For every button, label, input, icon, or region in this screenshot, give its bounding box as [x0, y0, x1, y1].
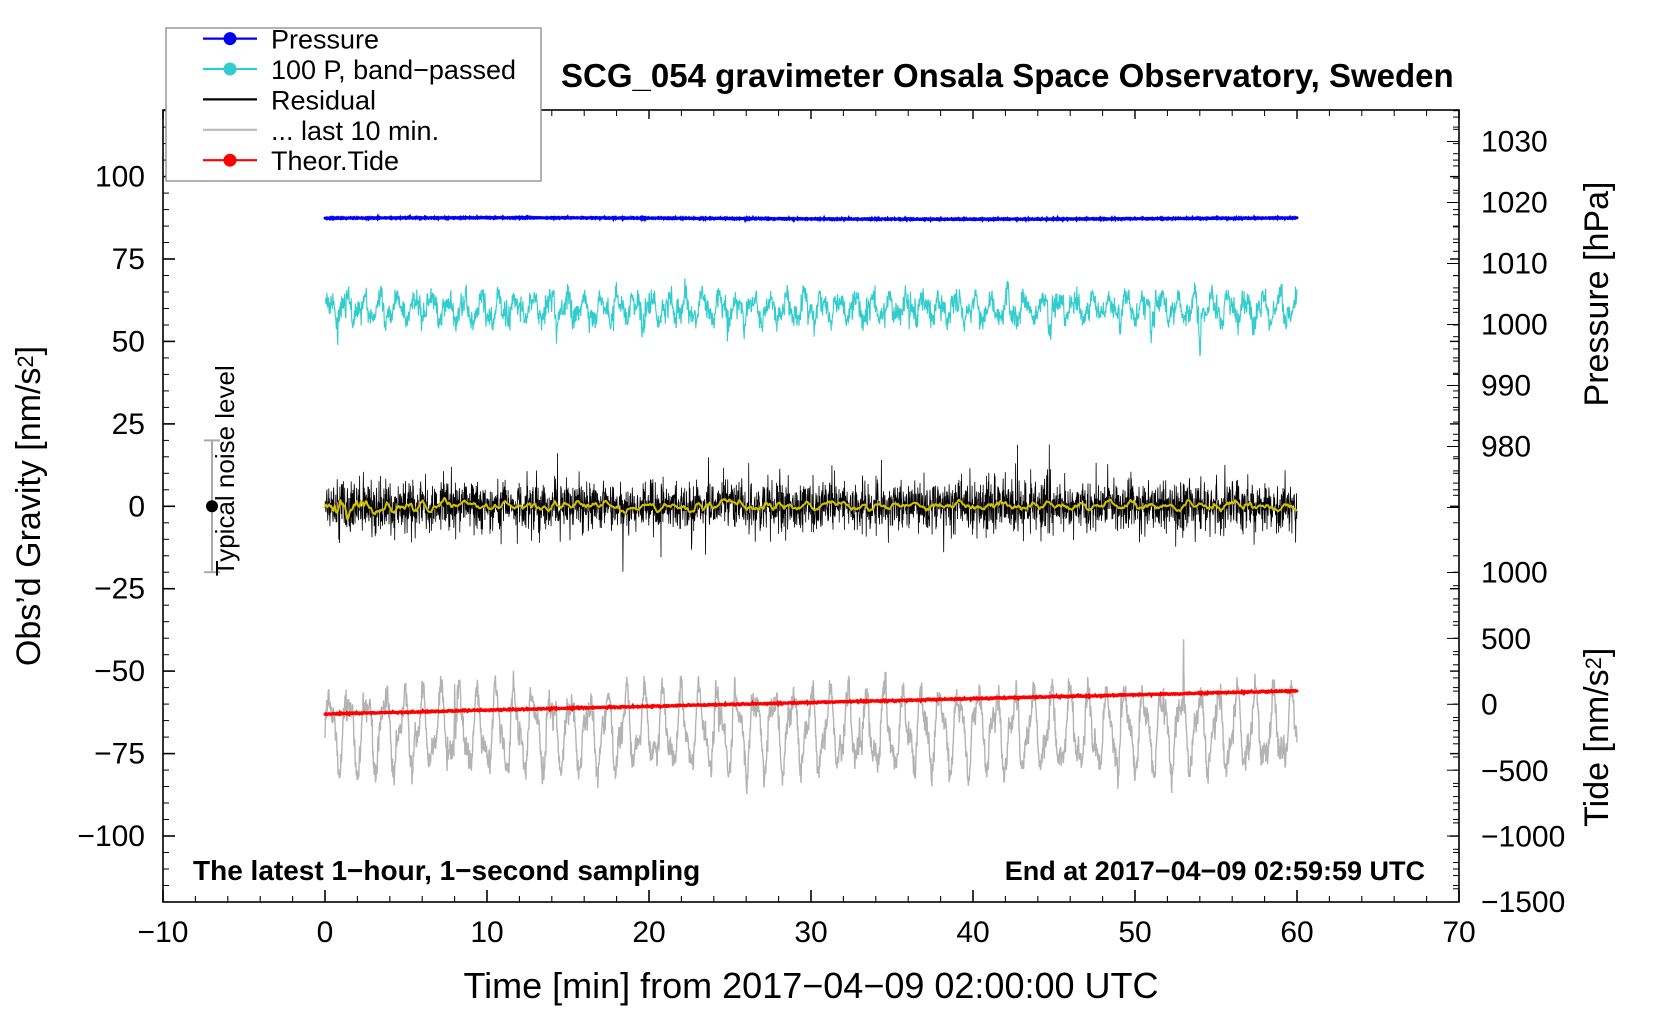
svg-text:−50: −50 — [94, 655, 145, 688]
svg-text:Pressure: Pressure — [271, 25, 379, 55]
svg-text:Pressure [hPa]: Pressure [hPa] — [1578, 182, 1616, 407]
svg-text:−75: −75 — [94, 738, 145, 771]
svg-text:10: 10 — [470, 916, 503, 949]
svg-text:0: 0 — [128, 490, 145, 523]
svg-text:−1500: −1500 — [1481, 886, 1565, 919]
svg-text:−500: −500 — [1481, 755, 1549, 788]
svg-text:Residual: Residual — [271, 85, 376, 115]
svg-text:1030: 1030 — [1481, 126, 1548, 159]
svg-text:Time [min] from 2017−04−09 02:: Time [min] from 2017−04−09 02:00:00 UTC — [463, 965, 1158, 1006]
svg-text:End at 2017−04−09 02:59:59 UTC: End at 2017−04−09 02:59:59 UTC — [1005, 856, 1425, 886]
svg-text:1000: 1000 — [1481, 557, 1548, 590]
svg-text:40: 40 — [956, 916, 989, 949]
svg-text:Tide [nm/s2]: Tide [nm/s2] — [1578, 648, 1616, 827]
svg-text:1020: 1020 — [1481, 187, 1548, 220]
svg-text:980: 980 — [1481, 431, 1531, 464]
svg-text:SCG_054 gravimeter Onsala Spac: SCG_054 gravimeter Onsala Space Observat… — [561, 57, 1454, 94]
svg-text:−1000: −1000 — [1481, 821, 1565, 854]
svg-text:50: 50 — [112, 325, 145, 358]
svg-text:25: 25 — [112, 408, 145, 441]
svg-text:70: 70 — [1442, 916, 1475, 949]
svg-text:990: 990 — [1481, 370, 1531, 403]
svg-text:0: 0 — [1481, 688, 1498, 721]
svg-text:75: 75 — [112, 243, 145, 276]
svg-text:100: 100 — [95, 161, 145, 194]
svg-text:100 P, band−passed: 100 P, band−passed — [271, 55, 516, 85]
svg-text:50: 50 — [1118, 916, 1151, 949]
svg-text:... last 10 min.: ... last 10 min. — [271, 116, 439, 146]
svg-text:20: 20 — [632, 916, 665, 949]
svg-text:1010: 1010 — [1481, 248, 1548, 281]
svg-text:−25: −25 — [94, 573, 145, 606]
svg-text:The latest 1−hour, 1−second sa: The latest 1−hour, 1−second sampling — [193, 855, 700, 886]
svg-text:Obs’d Gravity [nm/s2]: Obs’d Gravity [nm/s2] — [10, 346, 48, 666]
svg-text:−100: −100 — [77, 820, 145, 853]
svg-text:500: 500 — [1481, 623, 1531, 656]
svg-text:60: 60 — [1280, 916, 1313, 949]
svg-text:30: 30 — [794, 916, 827, 949]
svg-text:1000: 1000 — [1481, 309, 1548, 342]
svg-text:−10: −10 — [138, 916, 189, 949]
svg-text:Theor.Tide: Theor.Tide — [271, 146, 399, 176]
svg-text:0: 0 — [317, 916, 334, 949]
svg-text:Typical noise level: Typical noise level — [210, 365, 240, 576]
